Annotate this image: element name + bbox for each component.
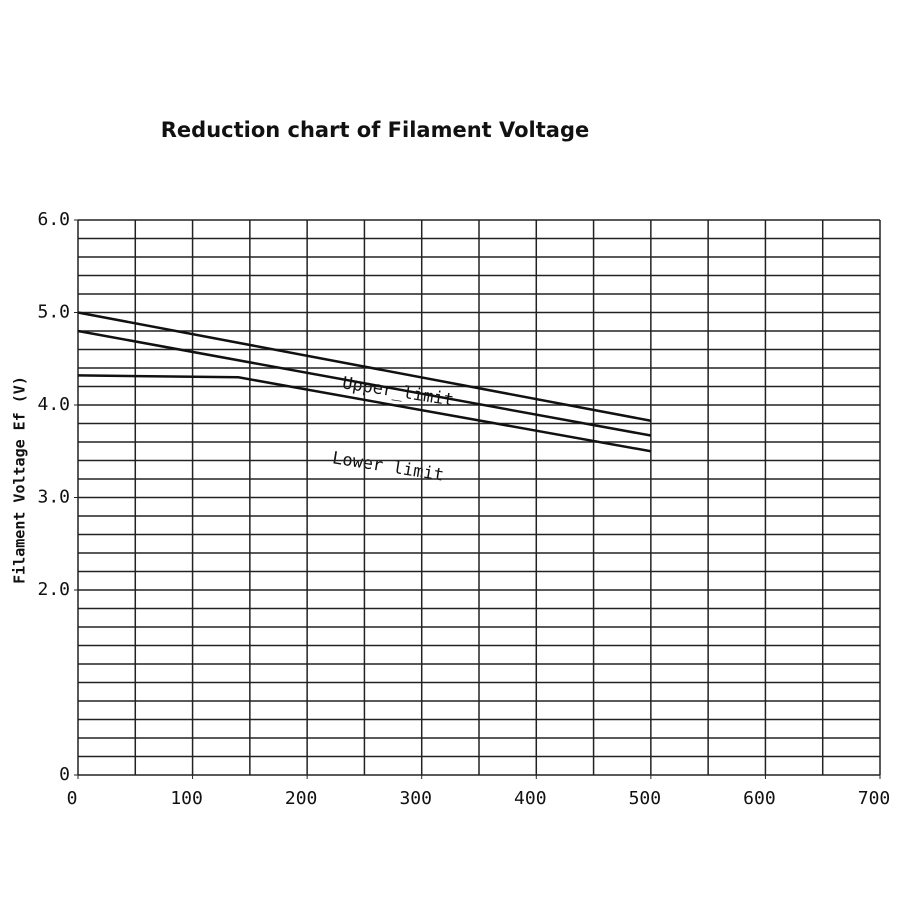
line <box>77 311 652 422</box>
x-tick-label: 500 <box>629 788 662 809</box>
y-tick-label: 6.0 <box>37 209 70 230</box>
annotation: Lower limit <box>331 448 445 485</box>
y-tick-label: 0 <box>59 764 70 785</box>
y-tick-label: 5.0 <box>37 302 70 323</box>
x-tick-label: 300 <box>399 788 432 809</box>
y-tick-label: 3.0 <box>37 487 70 508</box>
line <box>77 329 652 437</box>
x-tick-label: 600 <box>743 788 776 809</box>
x-tick-label: 400 <box>514 788 547 809</box>
y-tick-label: 2.0 <box>37 579 70 600</box>
y-axis-label: Filament Voltage Ef (V) <box>11 376 29 584</box>
x-tick-label: 700 <box>858 788 891 809</box>
chart-title: Reduction chart of Filament Voltage <box>161 118 589 142</box>
line <box>77 374 652 453</box>
x-tick-label: 200 <box>285 788 318 809</box>
x-tick-label: 100 <box>170 788 203 809</box>
x-tick-label: 0 <box>67 788 78 809</box>
y-tick-label: 4.0 <box>37 394 70 415</box>
